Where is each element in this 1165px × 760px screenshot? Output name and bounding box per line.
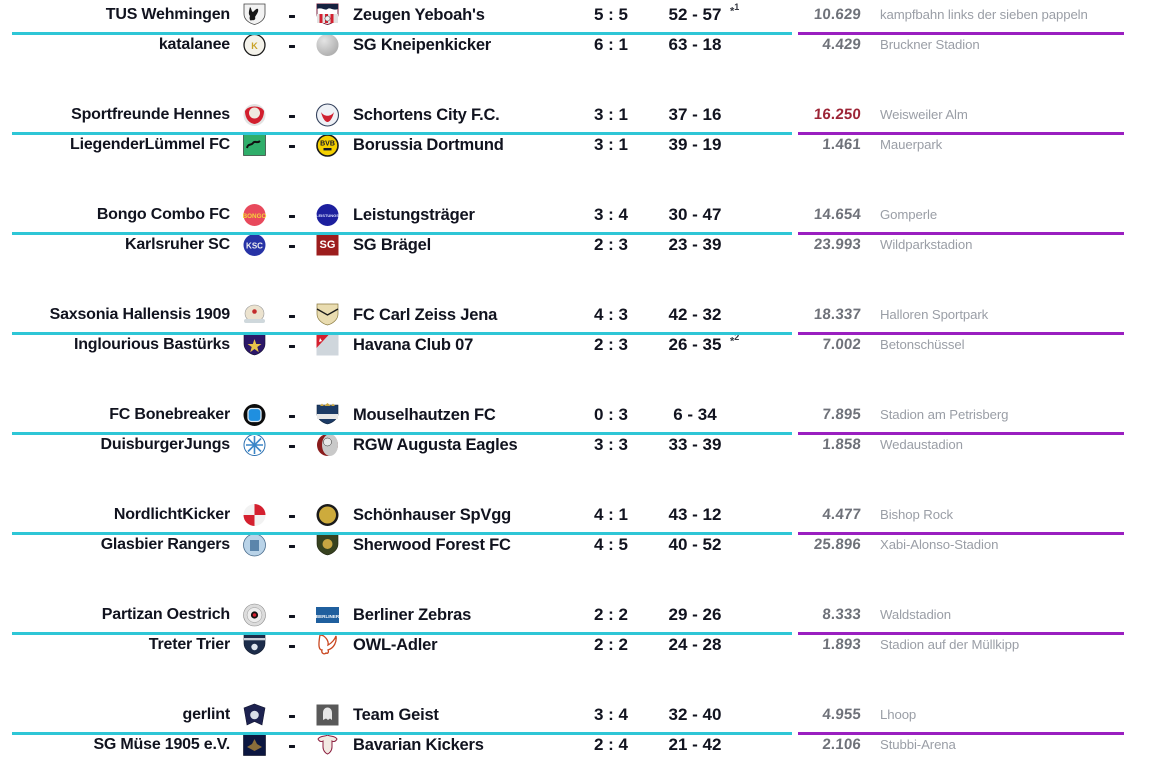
svg-text:LEISTUNGS: LEISTUNGS (316, 213, 339, 218)
svg-text:BERLINER: BERLINER (316, 614, 340, 619)
svg-text:BVB: BVB (320, 141, 335, 148)
svg-text:K: K (251, 41, 258, 51)
svg-text:SG: SG (320, 239, 336, 251)
svg-text:KSC: KSC (246, 242, 263, 251)
svg-text:BONGO: BONGO (243, 213, 267, 220)
